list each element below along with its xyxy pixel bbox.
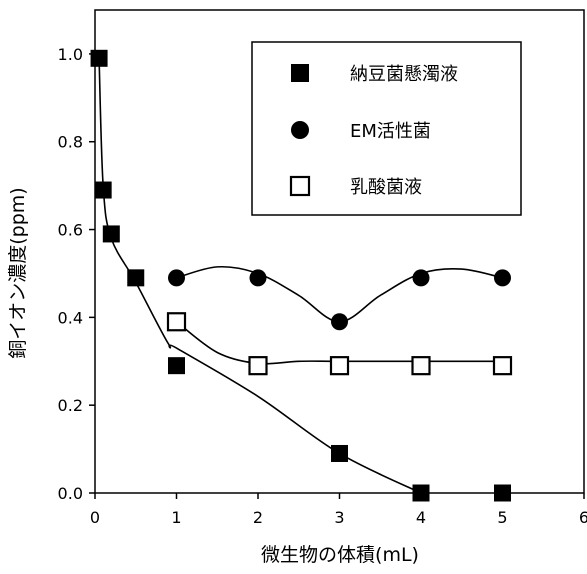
data-point-natto — [127, 269, 145, 287]
x-axis-title: 微生物の体積(mL) — [261, 544, 419, 566]
x-tick-label: 5 — [497, 508, 507, 527]
legend-label-natto: 納豆菌懸濁液 — [350, 64, 458, 85]
y-tick-label: 0.4 — [58, 308, 83, 327]
data-point-natto — [331, 444, 348, 462]
legend-label-em: EM活性菌 — [350, 121, 431, 142]
x-tick-label: 2 — [253, 508, 263, 527]
data-point-lactic — [411, 356, 431, 376]
y-tick-label: 0.2 — [58, 396, 83, 415]
data-point-em — [331, 313, 348, 331]
data-point-lactic — [329, 356, 350, 376]
y-tick-label: 0.0 — [58, 484, 83, 503]
data-point-em — [249, 269, 267, 287]
data-point-em — [168, 269, 185, 287]
y-tick-label: 0.8 — [58, 133, 83, 152]
x-tick-label: 3 — [334, 508, 344, 527]
data-point-em — [412, 269, 430, 287]
y-tick-label: 0.6 — [58, 221, 83, 240]
legend-marker-lactic — [289, 175, 311, 197]
data-point-em — [494, 269, 511, 287]
x-tick-label: 4 — [416, 508, 426, 527]
data-point-natto — [94, 181, 112, 199]
legend-marker-natto — [291, 64, 309, 82]
data-point-lactic — [248, 356, 268, 376]
legend-label-lactic: 乳酸菌液 — [350, 177, 422, 198]
x-tick-label: 6 — [579, 508, 587, 527]
y-axis-title: 銅イオン濃度(ppm) — [7, 187, 29, 358]
data-point-lactic — [492, 356, 513, 376]
data-point-lactic — [166, 312, 187, 332]
legend-marker-em — [291, 121, 309, 139]
y-tick-label: 1.0 — [58, 45, 83, 64]
data-point-natto — [90, 49, 108, 67]
x-tick-label: 0 — [90, 508, 100, 527]
x-tick-label: 1 — [171, 508, 181, 527]
data-point-natto — [168, 357, 185, 375]
data-point-natto — [102, 225, 120, 243]
